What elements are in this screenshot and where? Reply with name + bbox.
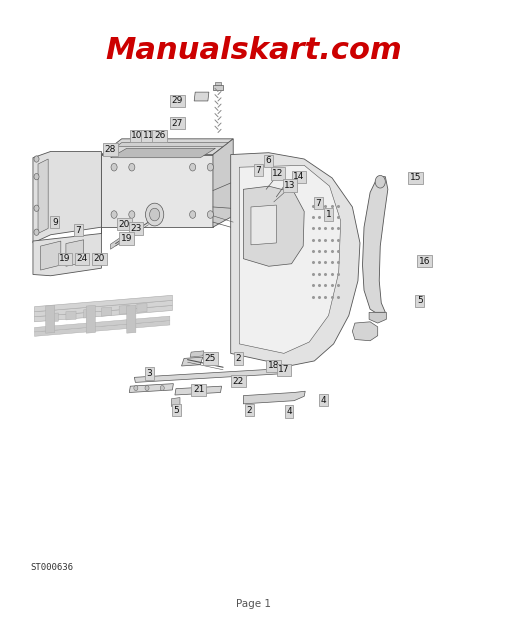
- Text: 2: 2: [246, 406, 252, 415]
- Text: 5: 5: [173, 406, 179, 415]
- Circle shape: [34, 156, 39, 162]
- Text: 6: 6: [266, 156, 272, 165]
- Text: 29: 29: [172, 97, 183, 105]
- Circle shape: [207, 211, 213, 218]
- Text: 14: 14: [294, 172, 305, 181]
- Polygon shape: [182, 357, 203, 366]
- Polygon shape: [66, 240, 84, 266]
- Circle shape: [207, 163, 213, 171]
- Polygon shape: [33, 151, 101, 243]
- Text: 1: 1: [325, 210, 332, 219]
- Text: 9: 9: [52, 218, 58, 227]
- Polygon shape: [171, 398, 180, 406]
- Polygon shape: [231, 153, 360, 366]
- Polygon shape: [137, 304, 147, 312]
- Polygon shape: [129, 384, 173, 392]
- Text: 26: 26: [154, 131, 165, 140]
- Polygon shape: [41, 241, 61, 270]
- Polygon shape: [243, 391, 305, 404]
- Text: 17: 17: [278, 365, 289, 374]
- Text: 7: 7: [76, 226, 82, 235]
- Polygon shape: [251, 205, 276, 245]
- Polygon shape: [111, 237, 122, 249]
- Polygon shape: [243, 186, 304, 266]
- Polygon shape: [369, 312, 386, 323]
- Circle shape: [190, 163, 196, 171]
- Text: 16: 16: [419, 257, 430, 266]
- Text: 15: 15: [410, 174, 421, 182]
- Text: 23: 23: [130, 224, 141, 233]
- Text: 7: 7: [256, 166, 262, 175]
- Polygon shape: [111, 148, 215, 158]
- Polygon shape: [101, 139, 233, 155]
- Text: 19: 19: [121, 234, 132, 243]
- Text: 13: 13: [284, 181, 296, 190]
- Circle shape: [111, 211, 117, 218]
- Polygon shape: [239, 165, 341, 353]
- Circle shape: [34, 229, 39, 235]
- Circle shape: [129, 211, 135, 218]
- Polygon shape: [352, 322, 378, 341]
- Text: 27: 27: [172, 119, 183, 127]
- Circle shape: [111, 163, 117, 171]
- Circle shape: [34, 174, 39, 180]
- Text: 4: 4: [286, 407, 292, 416]
- Text: 4: 4: [320, 396, 327, 404]
- Text: 21: 21: [193, 386, 204, 394]
- Text: 3: 3: [147, 369, 153, 378]
- Circle shape: [146, 203, 164, 226]
- Text: 10: 10: [131, 131, 142, 140]
- Polygon shape: [84, 309, 94, 318]
- Text: 18: 18: [268, 362, 279, 370]
- Text: 24: 24: [77, 254, 88, 263]
- Text: 25: 25: [205, 354, 216, 363]
- Polygon shape: [190, 351, 204, 357]
- Polygon shape: [175, 386, 222, 395]
- Polygon shape: [38, 159, 48, 233]
- Circle shape: [190, 211, 196, 218]
- Text: 2: 2: [235, 354, 241, 363]
- Text: ST000636: ST000636: [30, 563, 74, 572]
- Polygon shape: [34, 321, 170, 336]
- Text: 28: 28: [105, 145, 116, 154]
- Polygon shape: [101, 155, 213, 227]
- Polygon shape: [117, 143, 228, 146]
- Text: 20: 20: [119, 220, 130, 228]
- Text: 22: 22: [233, 377, 244, 386]
- Polygon shape: [66, 311, 76, 320]
- Circle shape: [160, 386, 164, 391]
- Polygon shape: [101, 307, 112, 316]
- Text: 11: 11: [143, 131, 154, 140]
- Circle shape: [34, 205, 39, 211]
- Polygon shape: [86, 305, 95, 333]
- Polygon shape: [119, 305, 129, 314]
- Text: 7: 7: [315, 199, 321, 208]
- Polygon shape: [213, 85, 223, 90]
- Polygon shape: [33, 227, 101, 276]
- Text: Manualskart.com: Manualskart.com: [105, 36, 402, 65]
- Polygon shape: [134, 369, 285, 382]
- Polygon shape: [34, 305, 172, 322]
- Circle shape: [145, 386, 149, 391]
- Polygon shape: [48, 313, 58, 322]
- Polygon shape: [34, 295, 172, 312]
- Text: 12: 12: [272, 169, 283, 178]
- Circle shape: [129, 163, 135, 171]
- Polygon shape: [213, 139, 233, 227]
- Circle shape: [375, 175, 385, 188]
- Text: 19: 19: [59, 254, 70, 263]
- Circle shape: [134, 386, 138, 391]
- Polygon shape: [215, 82, 221, 85]
- Text: Page 1: Page 1: [236, 599, 271, 610]
- Polygon shape: [194, 92, 209, 101]
- Polygon shape: [363, 177, 388, 312]
- Text: 5: 5: [417, 297, 423, 305]
- Polygon shape: [46, 305, 55, 333]
- Polygon shape: [34, 316, 170, 332]
- Polygon shape: [34, 300, 172, 317]
- Text: 20: 20: [94, 254, 105, 263]
- Circle shape: [150, 208, 160, 221]
- Polygon shape: [127, 305, 136, 333]
